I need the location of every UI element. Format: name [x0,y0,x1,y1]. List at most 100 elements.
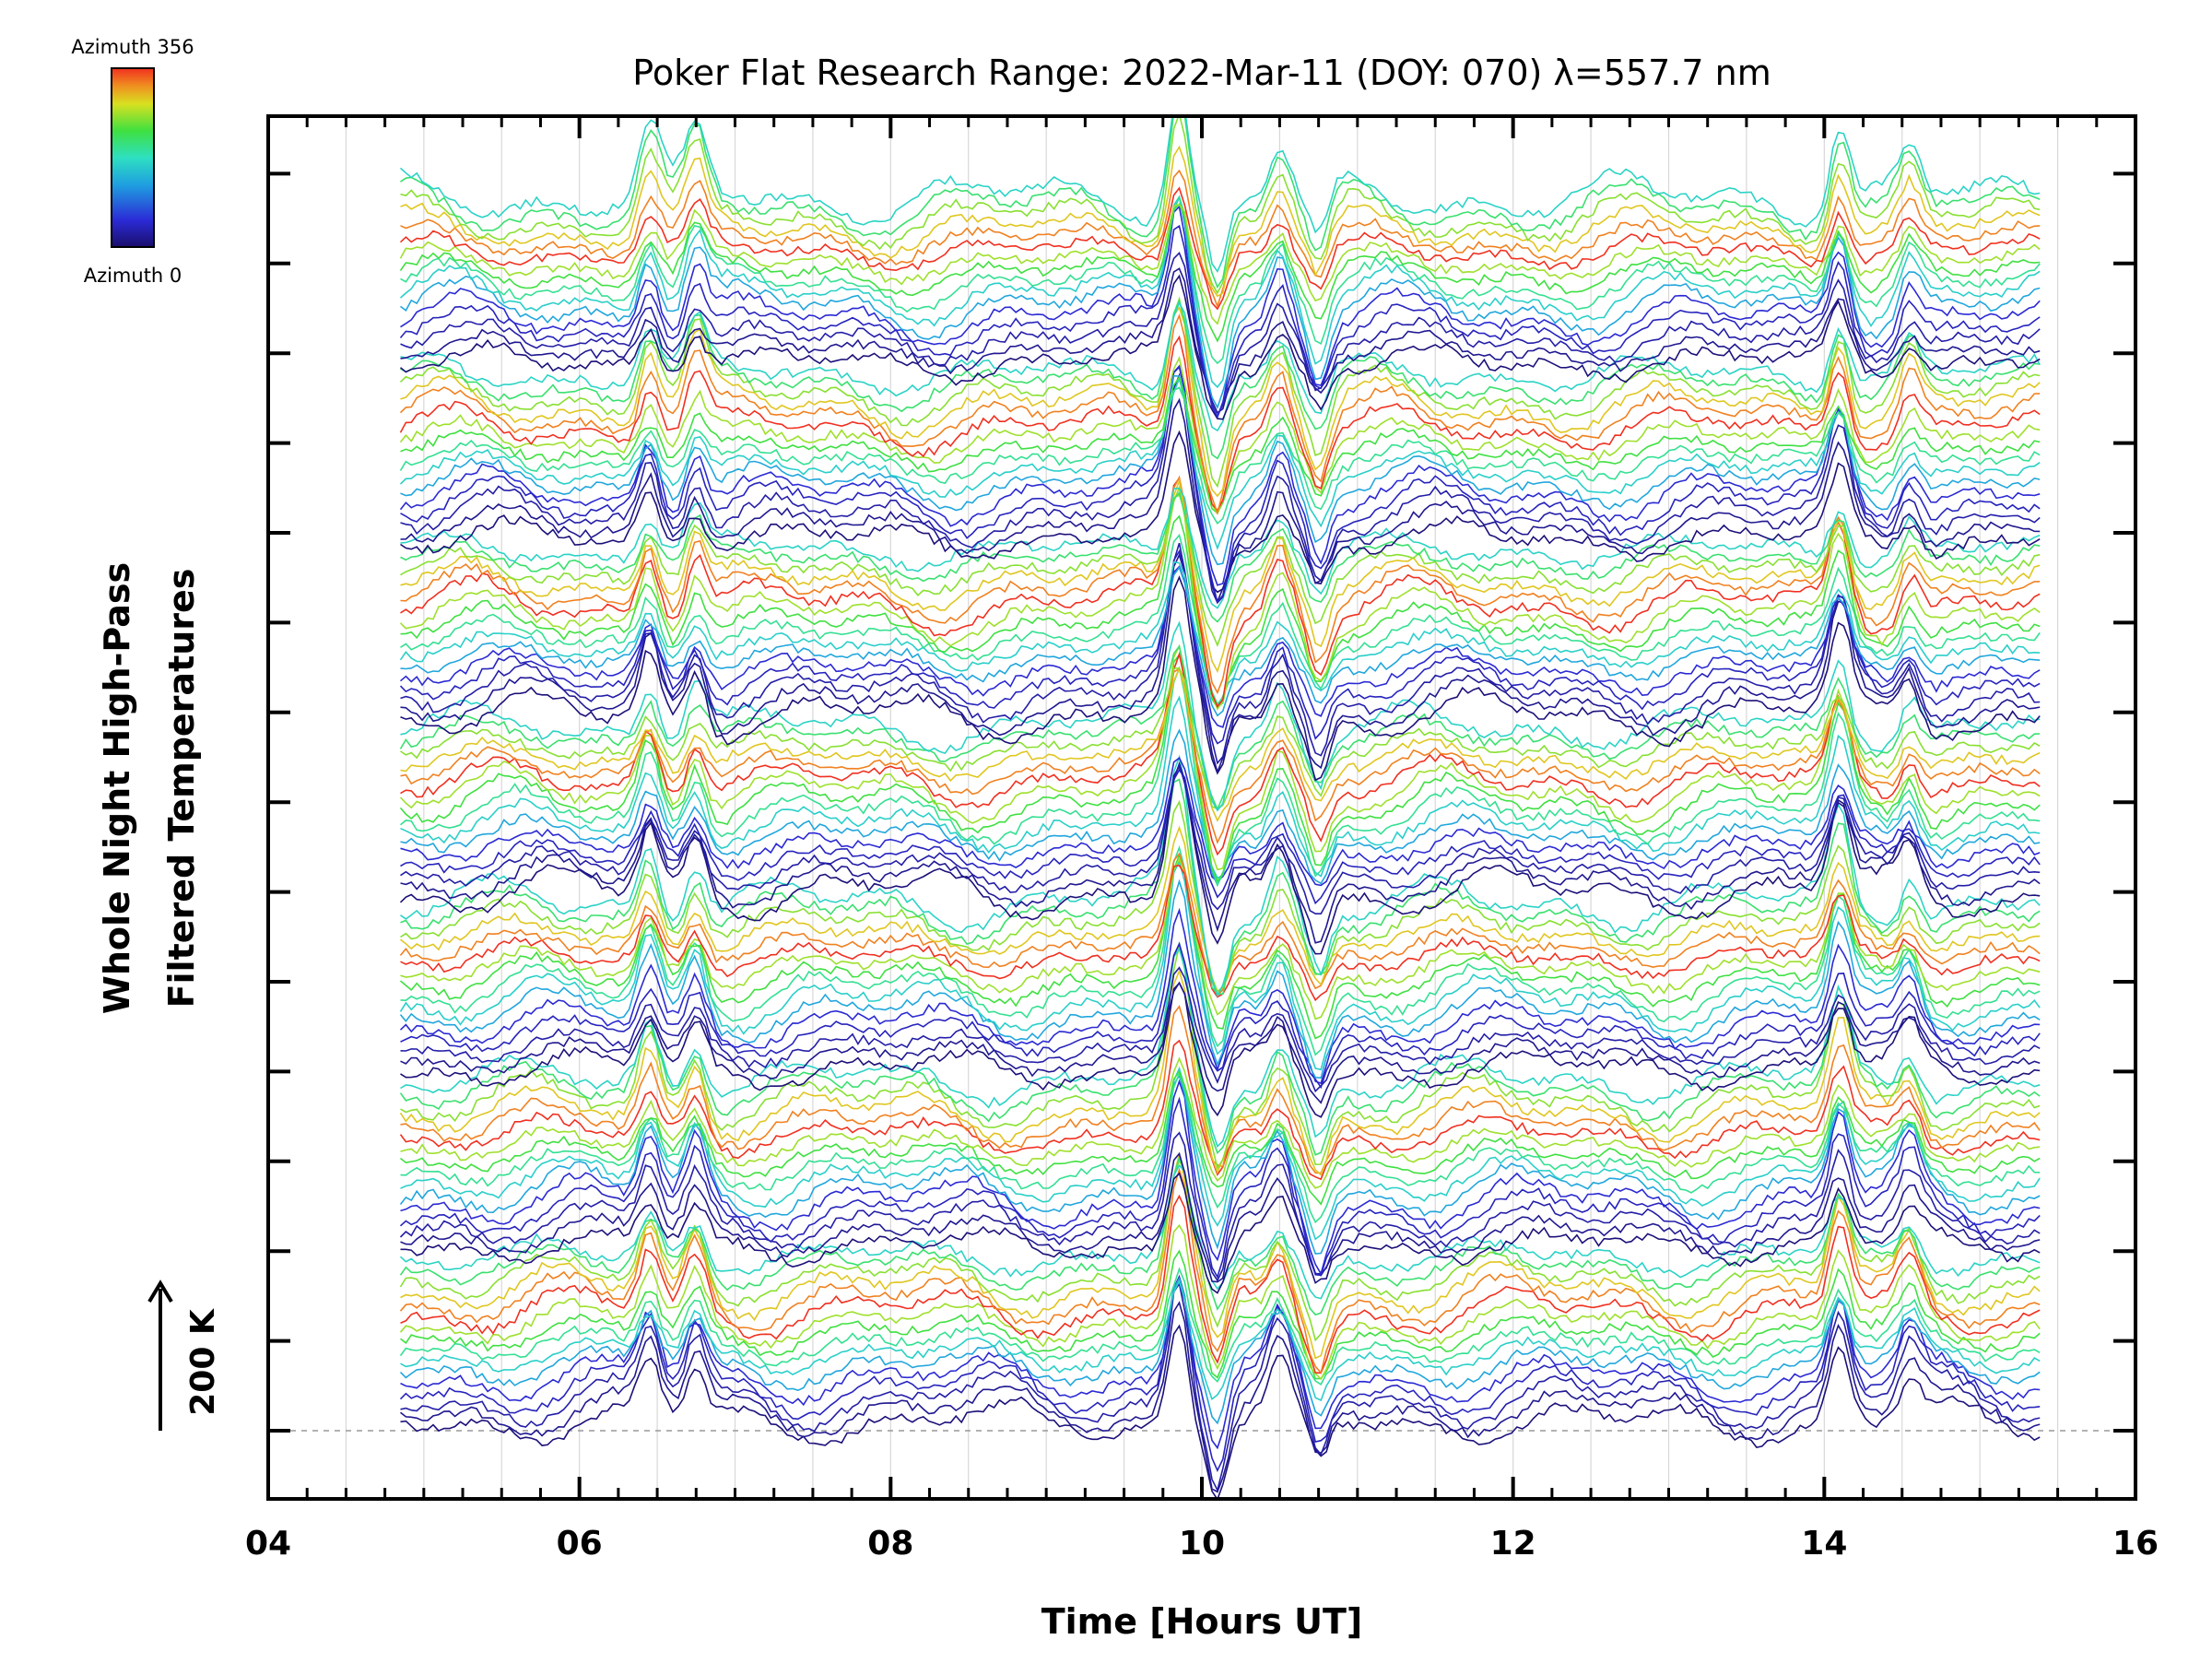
series-line [400,666,2041,810]
series-line [400,195,2041,365]
x-tick-label: 08 [867,1525,913,1563]
series-line [399,313,2041,516]
series-line [400,1172,2041,1294]
series-line [400,1281,2041,1492]
scale-bar-label: 200 K [184,1308,222,1416]
series-line [399,859,2041,1071]
series-line [400,1280,2041,1450]
series-line [400,1324,2041,1499]
axes: 04 06 08 10 12 14 16 [245,114,2159,1563]
y-axis-label-line2: Filtered Temperatures [161,569,202,1008]
series-line [400,493,2041,647]
series-line [400,565,2041,717]
series-line [400,195,2041,410]
series-line [400,301,2041,432]
series-line [399,296,2041,489]
series-line [399,1039,2041,1181]
x-tick-label: 14 [1801,1525,1847,1563]
series-line [399,195,2041,389]
series-line [400,116,2041,289]
series-line [400,169,2041,309]
series-line [399,644,2041,811]
x-tick-label: 06 [557,1525,603,1563]
series-line [400,552,2041,775]
series-lines [399,116,2041,1499]
series-line [400,1153,2041,1360]
series-line [400,475,2041,695]
series-line [400,1249,2041,1380]
legend-top-label: Azimuth 356 [71,36,194,58]
series-line [399,643,2041,871]
series-line [399,548,2041,745]
series-line [400,1079,2041,1276]
series-line [400,778,2041,996]
series-line [400,542,2041,765]
series-line [400,946,2041,1171]
series-line [399,386,2041,525]
series-line [399,484,2041,711]
series-line [399,116,2041,274]
series-line [400,575,2041,782]
series-line [400,1069,2041,1206]
series-line [399,907,2041,1085]
colorbar [111,67,155,248]
series-line [400,768,2041,905]
series-line [400,761,2041,914]
series-line [400,966,2041,1093]
series-line [400,982,2041,1118]
series-line [399,186,2041,311]
series-line [399,853,2041,1040]
series-line [400,267,2041,414]
series-line [399,1267,2041,1386]
series-line [400,298,2041,460]
series-line [400,145,2041,298]
series-line [400,1279,2041,1402]
series-line [400,761,2041,944]
series-line [399,1159,2041,1342]
series-line [399,1274,2041,1472]
series-line [399,565,2041,728]
chart-title: Poker Flat Research Range: 2022-Mar-11 (… [632,53,1771,93]
series-line [399,1277,2041,1425]
legend-bottom-label: Azimuth 0 [84,265,182,287]
series-line [400,1066,2041,1241]
series-line [400,430,2041,594]
x-tick-label: 04 [245,1525,291,1563]
series-line [400,857,2041,1020]
series-line [399,1223,2041,1381]
series-line [399,879,2041,1079]
series-line [399,969,2041,1176]
series-line [400,487,2041,609]
series-line [400,651,2041,856]
series-line [400,864,2041,1002]
series-line [400,305,2041,498]
series-line [399,1073,2041,1255]
x-tick-label: 10 [1179,1525,1225,1563]
series-line [399,1163,2041,1300]
series-line [399,274,2041,420]
series-line [399,203,2041,325]
scale-bar-arrowhead [147,1280,173,1303]
series-line [400,981,2041,1104]
series-line [400,397,2041,604]
series-line [400,754,2041,998]
series-line [400,1151,2041,1283]
series-line [400,947,2041,1148]
series-line [400,116,2041,295]
x-axis-label: Time [Hours UT] [1041,1601,1363,1642]
series-line [400,941,2041,1090]
series-line [399,1131,2041,1282]
series-line [399,764,2041,955]
series-line [400,1301,2041,1493]
series-line [399,365,2041,586]
y-axis-label-line1: Whole Night High-Pass [97,562,137,1014]
series-line [400,666,2041,822]
series-line [400,364,2041,605]
series-line [400,374,2041,566]
series-line [399,852,2041,997]
series-line [400,476,2041,708]
series-line [399,666,2041,888]
series-line [400,533,2041,706]
